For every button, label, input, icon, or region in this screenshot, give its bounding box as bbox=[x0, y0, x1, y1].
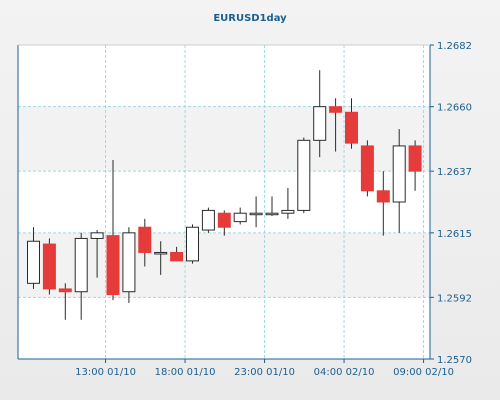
candle-body bbox=[265, 212, 279, 216]
candle-body bbox=[106, 235, 120, 296]
candle-body bbox=[249, 212, 263, 216]
candle-body bbox=[281, 209, 295, 214]
y-tick-label: 1.2615 bbox=[437, 229, 472, 240]
candle-body bbox=[360, 145, 374, 192]
x-tick-label: 23:00 01/10 bbox=[234, 367, 295, 378]
candle-body bbox=[186, 226, 199, 262]
candle-body bbox=[122, 232, 136, 293]
plot-band bbox=[18, 297, 430, 359]
candle-body bbox=[90, 232, 104, 239]
candle-body bbox=[233, 212, 247, 223]
x-tick-label: 13:00 01/10 bbox=[75, 367, 136, 378]
candle-body bbox=[42, 243, 56, 290]
candle-body bbox=[138, 226, 152, 253]
candle-body bbox=[297, 139, 311, 211]
plot-band bbox=[18, 45, 430, 107]
candle-body bbox=[170, 251, 184, 262]
candle-body bbox=[74, 237, 88, 293]
y-tick-label: 1.2637 bbox=[437, 167, 472, 178]
candle-body bbox=[217, 212, 231, 228]
candle-body bbox=[329, 106, 343, 113]
y-tick-label: 1.2592 bbox=[437, 293, 472, 304]
candle-body bbox=[58, 288, 72, 293]
y-tick-label: 1.2682 bbox=[437, 41, 472, 52]
candle-body bbox=[392, 145, 406, 203]
candle-body bbox=[154, 251, 168, 255]
candle-body bbox=[345, 111, 358, 144]
candle-body bbox=[408, 145, 422, 172]
x-tick-label: 09:00 02/10 bbox=[393, 367, 454, 378]
candle-body bbox=[201, 209, 215, 231]
y-tick-label: 1.2570 bbox=[437, 355, 472, 366]
y-tick-label: 1.2660 bbox=[437, 103, 472, 114]
candle-body bbox=[27, 240, 40, 284]
x-tick-label: 04:00 02/10 bbox=[314, 367, 375, 378]
candle-body bbox=[313, 106, 327, 141]
chart-title: EURUSD1day bbox=[213, 13, 287, 24]
candle-body bbox=[376, 190, 390, 203]
x-tick-label: 18:00 01/10 bbox=[155, 367, 216, 378]
